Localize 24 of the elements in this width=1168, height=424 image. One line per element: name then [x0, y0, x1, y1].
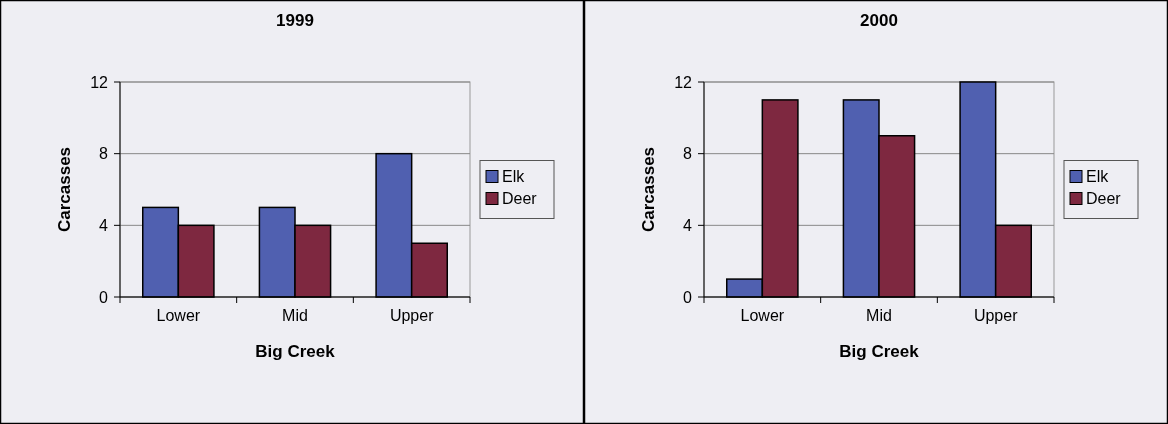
- y-axis-title: Carcasses: [639, 146, 658, 233]
- chart-title: 2000: [860, 11, 898, 30]
- legend-label: Elk: [1086, 168, 1110, 186]
- y-tick-label: 0: [683, 288, 693, 306]
- y-tick-label: 8: [99, 145, 109, 163]
- x-tick-label: Mid: [866, 307, 892, 324]
- x-tick-label: Mid: [282, 307, 308, 324]
- x-tick-label: Lower: [156, 307, 201, 324]
- y-axis-title: Carcasses: [55, 146, 74, 233]
- legend-label: Elk: [502, 168, 526, 186]
- x-tick-label: Upper: [389, 307, 435, 324]
- chart-title: 1999: [276, 11, 314, 30]
- y-tick-label: 12: [674, 73, 693, 91]
- x-tick-label: Lower: [740, 307, 785, 324]
- legend-label: Deer: [1086, 190, 1122, 208]
- y-tick-label: 8: [683, 145, 693, 163]
- y-tick-label: 12: [90, 73, 109, 91]
- y-tick-label: 4: [683, 216, 693, 234]
- y-tick-label: 4: [99, 216, 109, 234]
- legend-label: Deer: [502, 190, 538, 208]
- y-tick-label: 0: [99, 288, 109, 306]
- x-tick-label: Upper: [973, 307, 1019, 324]
- x-axis-title: Big Creek: [839, 342, 920, 361]
- x-axis-title: Big Creek: [255, 342, 336, 361]
